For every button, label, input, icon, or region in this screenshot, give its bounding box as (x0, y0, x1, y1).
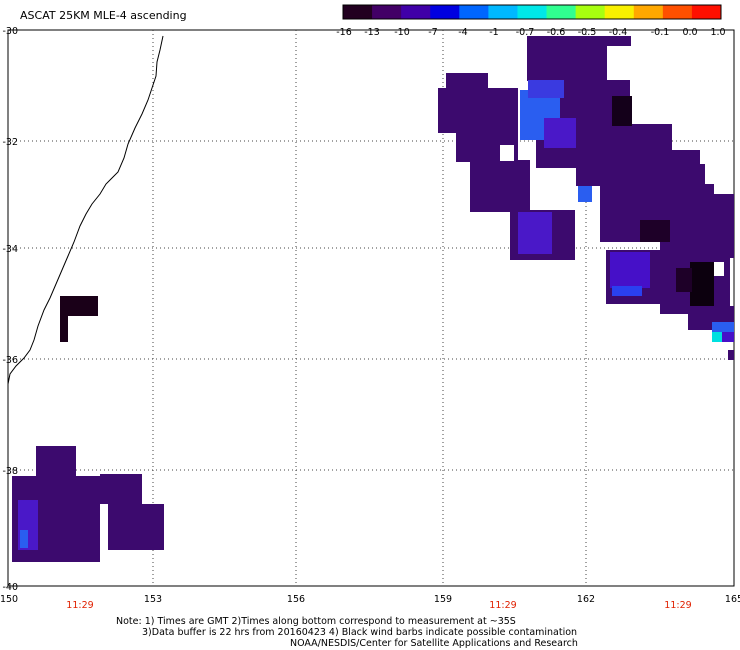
colorbar-swatch (343, 5, 373, 19)
swath-tasman-northeast (438, 36, 734, 360)
colorbar-swatch (691, 5, 722, 19)
x-axis-tick-label: 162 (577, 594, 595, 605)
colorbar-swatch (546, 5, 577, 19)
colorbar-label: -0.1 (651, 27, 670, 38)
colorbar-label: -0.5 (578, 27, 597, 38)
colorbar-swatch (575, 5, 606, 19)
colorbar-label: -4 (458, 27, 467, 38)
y-axis-tick-label: -32 (2, 137, 18, 148)
colorbar-label: -16 (336, 27, 352, 38)
colorbar-swatch (372, 5, 402, 19)
time-label: 11:29 (489, 600, 516, 611)
x-axis-tick-label: 153 (144, 594, 162, 605)
y-axis-labels: -30 -32 -34 -36 -38 -40 (2, 26, 18, 593)
colorbar: -16 -13 -10 -7 -4 -1 -0.7 -0.6 -0.5 -0.4 -0.1 0.0 1.… (336, 4, 726, 38)
time-label: 11:29 (664, 600, 691, 611)
time-labels: 11:29 11:29 11:29 (66, 600, 691, 611)
colorbar-label: -0.7 (516, 27, 535, 38)
colorbar-label: 1.0 (710, 27, 725, 38)
y-axis-tick-label: -34 (2, 244, 18, 255)
swath-lord-howe (60, 296, 98, 342)
note-line-1: Note: 1) Times are GMT 2)Times along bot… (116, 616, 516, 627)
colorbar-label: -0.6 (547, 27, 566, 38)
colorbar-swatch (459, 5, 489, 19)
y-axis-tick-label: -30 (2, 26, 18, 37)
time-label: 11:29 (66, 600, 93, 611)
x-axis-tick-label: 165 (725, 594, 740, 605)
y-axis-tick-label: -36 (2, 355, 18, 366)
colorbar-swatch (401, 5, 431, 19)
note-line-3: NOAA/NESDIS/Center for Satellite Applica… (290, 638, 578, 649)
coastline (7, 35, 164, 385)
colorbar-label: -13 (364, 27, 380, 38)
colorbar-swatch (604, 5, 635, 19)
y-axis-tick-label: -40 (2, 582, 18, 593)
colorbar-label: -10 (394, 27, 410, 38)
colorbar-label: -0.4 (609, 27, 628, 38)
colorbar-swatch (488, 5, 518, 19)
colorbar-label: 0.0 (682, 27, 697, 38)
x-axis-labels: 150 153 156 159 162 165 (0, 594, 740, 605)
x-axis-tick-label: 156 (287, 594, 305, 605)
swath-southwest (12, 446, 164, 562)
map-title: ASCAT 25KM MLE-4 ascending (20, 9, 187, 22)
note-line-2: 3)Data buffer is 22 hrs from 20160423 4)… (142, 627, 578, 638)
colorbar-swatch (430, 5, 460, 19)
colorbar-swatch (662, 5, 693, 19)
colorbar-swatch (633, 5, 664, 19)
colorbar-swatch (517, 5, 548, 19)
y-axis-tick-label: -38 (2, 466, 18, 477)
x-axis-tick-label: 159 (434, 594, 452, 605)
colorbar-label: -7 (428, 27, 437, 38)
colorbar-label: -1 (489, 27, 498, 38)
x-axis-tick-label: 150 (0, 594, 18, 605)
